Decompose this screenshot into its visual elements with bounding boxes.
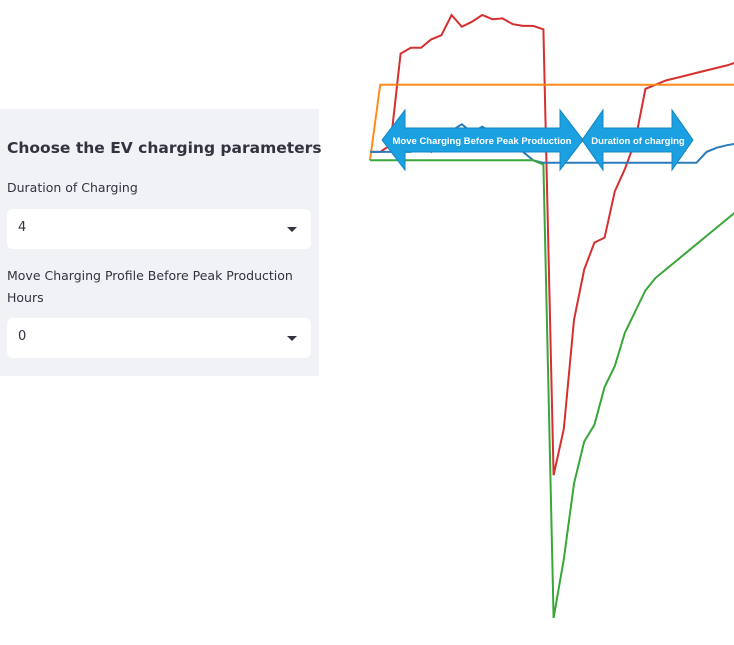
chart-lines bbox=[369, 13, 734, 619]
duration-select[interactable]: 4 bbox=[7, 209, 311, 249]
series-line-1 bbox=[369, 83, 734, 161]
duration-label: Duration of Charging bbox=[7, 180, 138, 195]
series-line-3 bbox=[370, 159, 734, 619]
move-profile-label: Move Charging Profile Before Peak Produc… bbox=[7, 268, 293, 305]
chevron-down-icon bbox=[287, 336, 297, 341]
duration-arrow-shape bbox=[581, 108, 694, 172]
move-profile-select-value: 0 bbox=[18, 329, 27, 344]
chevron-down-icon bbox=[287, 227, 297, 232]
duration-select-value: 4 bbox=[18, 220, 27, 235]
duration-arrow-label: Duration of charging bbox=[591, 136, 685, 147]
move-profile-select[interactable]: 0 bbox=[7, 318, 311, 358]
series-line-0 bbox=[370, 13, 734, 476]
sidebar-title: Choose the EV charging parameters bbox=[7, 139, 322, 157]
move-charging-arrow-label: Move Charging Before Peak Production bbox=[393, 136, 572, 147]
duration-arrow: Duration of charging bbox=[581, 108, 694, 172]
